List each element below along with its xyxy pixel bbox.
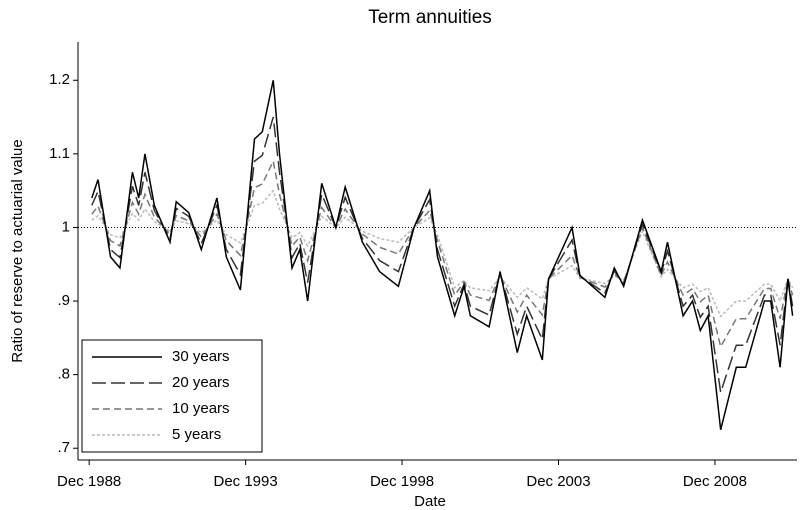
y-tick-label: 1.1: [49, 145, 70, 162]
series-line: [91, 116, 794, 393]
legend-label: 5 years: [172, 426, 221, 443]
series-line: [91, 189, 794, 318]
y-tick-label: 1: [62, 218, 70, 235]
y-axis-label: Ratio of reserve to actuarial value: [9, 139, 26, 362]
y-tick-label: .9: [57, 292, 70, 309]
y-tick-label: .7: [57, 439, 70, 456]
x-tick-label: Dec 2008: [683, 473, 747, 490]
legend-label: 30 years: [172, 348, 230, 365]
legend-label: 20 years: [172, 374, 230, 391]
y-tick-label: .8: [57, 366, 70, 383]
chart-title: Term annuities: [368, 7, 492, 28]
x-tick-label: Dec 1993: [214, 473, 278, 490]
x-axis-label: Date: [414, 493, 446, 510]
x-tick-label: Dec 2003: [526, 473, 590, 490]
series-line: [91, 158, 794, 349]
x-tick-label: Dec 1988: [57, 473, 121, 490]
series-line: [91, 80, 794, 431]
legend-label: 10 years: [172, 400, 230, 417]
x-tick-label: Dec 1998: [370, 473, 434, 490]
y-tick-label: 1.2: [49, 71, 70, 88]
legend-box: [81, 339, 263, 453]
